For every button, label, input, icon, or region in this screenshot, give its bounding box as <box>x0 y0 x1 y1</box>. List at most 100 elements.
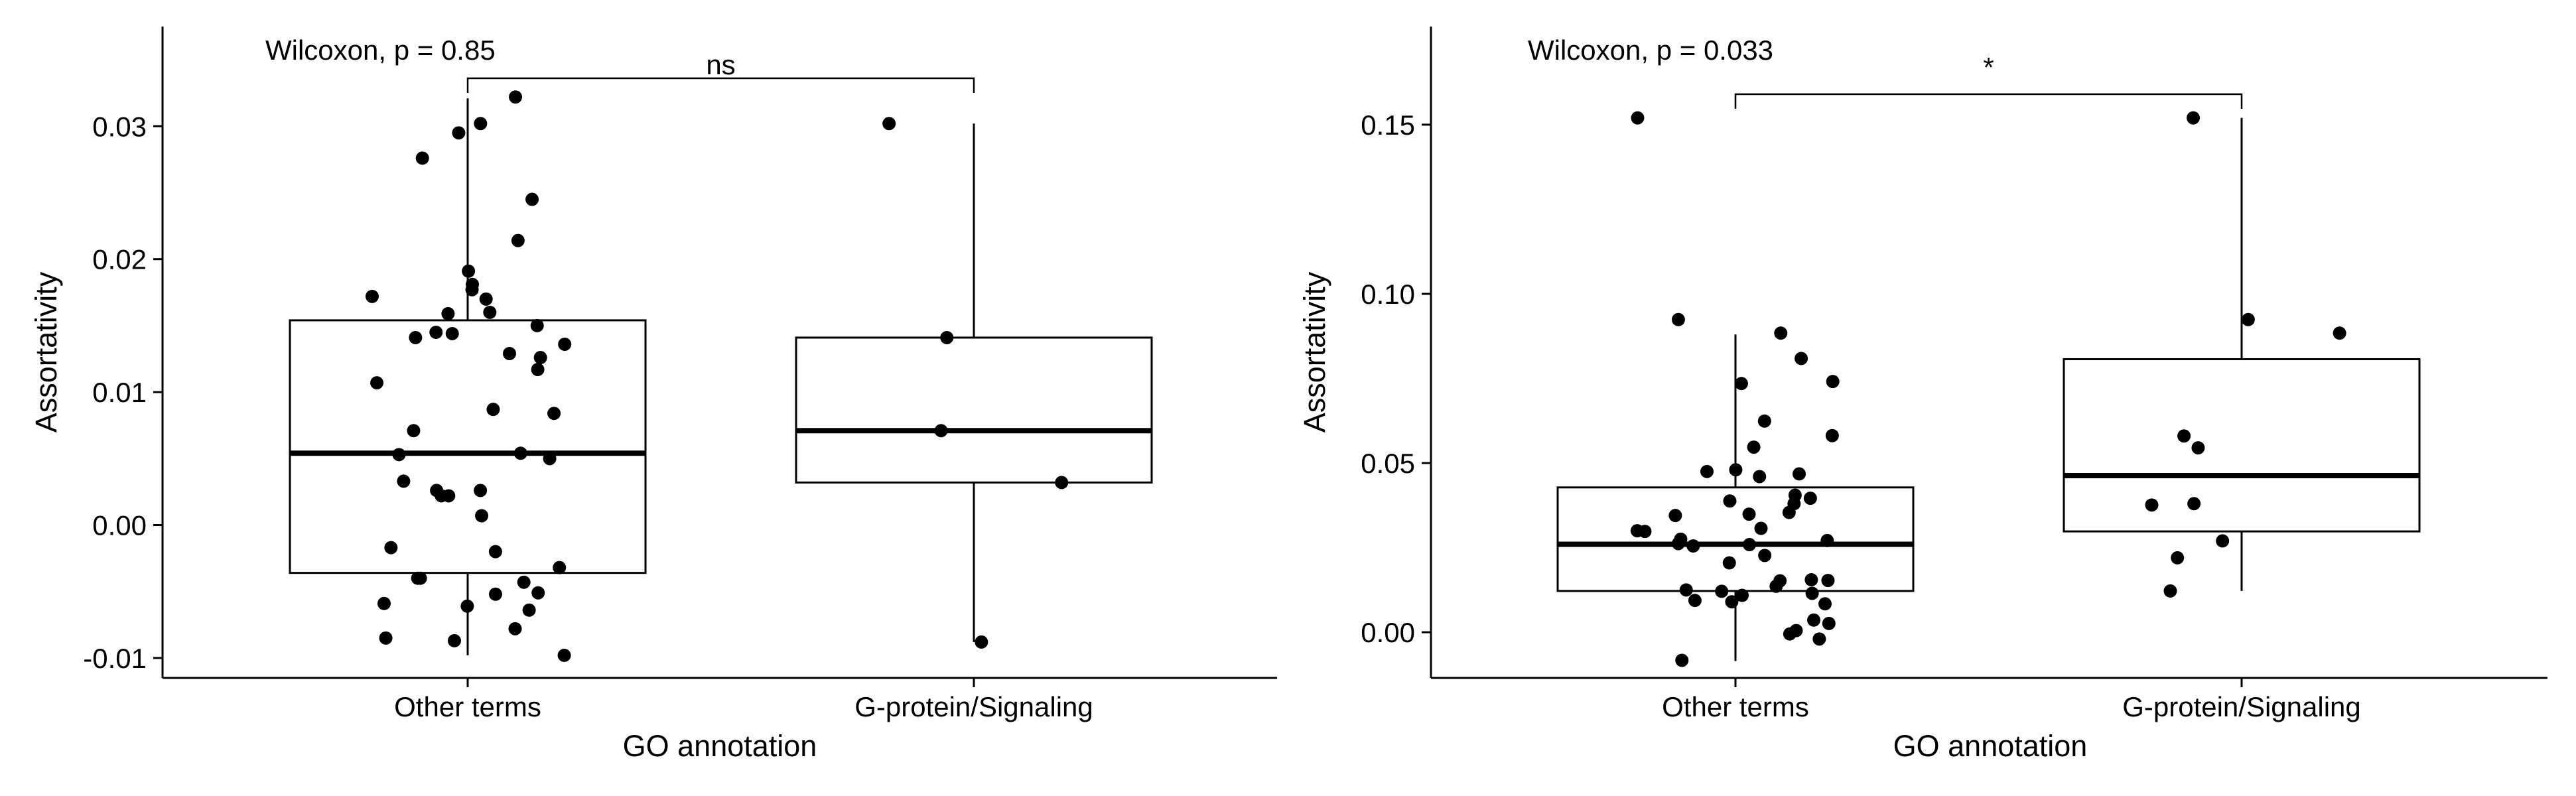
box-g-protein-signaling <box>795 123 1153 642</box>
data-point <box>533 351 547 365</box>
data-point <box>1782 505 1796 519</box>
point-layer <box>1630 111 2346 667</box>
data-point <box>1671 537 1685 551</box>
data-point <box>530 318 544 332</box>
data-point <box>415 151 429 165</box>
data-point <box>1668 509 1682 523</box>
data-point <box>488 587 502 601</box>
data-point <box>1822 616 1836 630</box>
data-point <box>934 424 948 438</box>
data-point <box>1715 584 1729 598</box>
data-point <box>525 192 539 206</box>
x-axis: Other terms G-protein/Signaling <box>1431 677 2547 722</box>
data-point <box>2145 498 2159 512</box>
data-point <box>882 117 896 131</box>
y-tick-label: 0.00 <box>92 510 147 541</box>
data-point <box>486 403 500 417</box>
data-point <box>462 264 476 278</box>
data-point <box>1783 627 1796 641</box>
data-point <box>447 633 461 647</box>
x-axis: Other terms G-protein/Signaling <box>163 677 1277 722</box>
data-point <box>513 446 527 460</box>
x-tick-label: G-protein/Signaling <box>854 691 1093 722</box>
data-point <box>975 635 988 649</box>
data-point <box>2177 429 2191 443</box>
data-point <box>1742 507 1756 521</box>
box-body <box>289 319 647 574</box>
data-point <box>1826 375 1840 389</box>
x-tick-label: G-protein/Signaling <box>2122 691 2361 722</box>
significance-bracket <box>466 77 975 93</box>
data-point <box>1754 521 1768 535</box>
data-point <box>508 622 522 635</box>
data-point <box>1812 632 1826 646</box>
x-axis-title: GO annotation <box>1893 729 2088 763</box>
bracket-line <box>1734 93 2243 109</box>
data-point <box>1757 414 1771 428</box>
bracket-line <box>466 77 975 93</box>
data-point <box>1700 464 1714 478</box>
data-point <box>370 376 384 390</box>
data-point <box>557 648 571 662</box>
test-label: Wilcoxon, p = 0.85 <box>265 34 496 66</box>
data-point <box>1793 467 1806 481</box>
data-point <box>392 448 406 462</box>
data-point <box>2241 312 2255 326</box>
data-point <box>1631 111 1645 125</box>
data-point <box>2187 111 2201 125</box>
data-point <box>452 126 466 140</box>
data-point <box>1723 494 1737 508</box>
data-point <box>1734 377 1748 391</box>
data-point <box>522 603 536 617</box>
data-point <box>2216 534 2230 548</box>
y-tick-label: 0.05 <box>1361 448 1415 479</box>
data-point <box>1671 312 1685 326</box>
data-point <box>474 117 488 131</box>
data-point <box>2163 584 2177 598</box>
data-point <box>1818 597 1832 611</box>
data-point <box>384 541 398 555</box>
data-point <box>475 509 489 523</box>
x-axis-title: GO annotation <box>623 729 817 763</box>
data-point <box>1804 573 1818 587</box>
data-point <box>1743 538 1757 552</box>
data-point <box>1729 463 1743 477</box>
y-tick-label: 0.03 <box>92 111 147 142</box>
data-point <box>379 631 393 645</box>
data-point <box>474 484 488 498</box>
significance-bracket <box>1734 93 2243 109</box>
data-point <box>1688 594 1702 608</box>
box-body <box>1556 486 1915 592</box>
box-layer <box>1556 117 2421 661</box>
box-body <box>795 336 1153 484</box>
box-other-terms <box>1556 334 1915 661</box>
data-point <box>397 474 411 488</box>
data-point <box>1769 579 1783 593</box>
data-point <box>1774 326 1788 340</box>
data-point <box>1825 429 1839 442</box>
test-label: Wilcoxon, p = 0.033 <box>1528 34 1773 66</box>
data-point <box>531 363 545 377</box>
data-point <box>365 289 379 303</box>
data-point <box>1747 440 1761 454</box>
data-point <box>2191 441 2205 455</box>
data-point <box>1758 549 1772 563</box>
y-tick-label: -0.01 <box>83 643 147 674</box>
y-axis: -0.01 0.00 0.01 0.02 0.03 <box>83 27 164 678</box>
data-point <box>1735 588 1749 602</box>
data-point <box>502 347 516 361</box>
data-point <box>429 325 443 339</box>
data-point <box>442 489 456 503</box>
box-g-protein-signaling <box>2063 117 2421 591</box>
data-point <box>558 337 572 351</box>
data-point <box>1675 653 1689 667</box>
box-other-terms <box>289 98 647 655</box>
data-point <box>2333 326 2346 340</box>
data-point <box>1807 613 1821 627</box>
x-tick-label: Other terms <box>394 691 541 722</box>
data-point <box>465 283 479 297</box>
significance-label: ns <box>706 49 735 80</box>
point-layer <box>365 90 1069 662</box>
box-body <box>2063 358 2421 533</box>
data-point <box>1820 533 1834 547</box>
